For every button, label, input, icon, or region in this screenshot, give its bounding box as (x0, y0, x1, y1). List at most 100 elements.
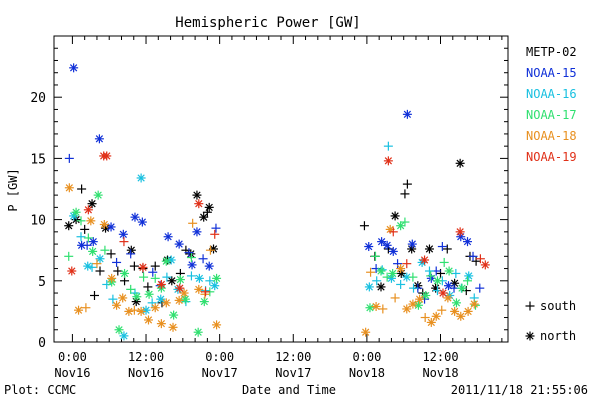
north-point-marker (364, 242, 374, 252)
x-tick-time-label: 0:00 (352, 350, 381, 364)
north-point-marker (426, 317, 436, 327)
north-point-marker (175, 275, 185, 285)
south-point-marker (80, 224, 90, 234)
north-point-marker (137, 217, 147, 227)
north-point-marker (88, 246, 98, 256)
north-point-marker (136, 173, 146, 183)
x-tick-time-label: 12:00 (275, 350, 311, 364)
north-point-marker (407, 239, 417, 249)
x-tick-date-label: Nov18 (349, 366, 385, 380)
north-point-marker (95, 254, 105, 264)
north-point-marker (175, 283, 185, 293)
north-point-marker (204, 261, 214, 271)
north-point-marker (161, 256, 171, 266)
y-tick-label: 0 (38, 336, 46, 351)
north-point-marker (71, 207, 81, 217)
north-point-marker (388, 268, 398, 278)
y-tick-label: 5 (38, 275, 46, 290)
series-points (64, 190, 480, 337)
south-point-marker (426, 271, 436, 281)
north-point-marker (463, 306, 473, 316)
south-point-marker (400, 217, 410, 227)
legend-entry: NOAA-16 (526, 87, 577, 101)
north-point-marker (361, 327, 371, 337)
x-tick-time-label: 0:00 (205, 350, 234, 364)
north-point-marker (180, 294, 190, 304)
north-point-marker (136, 306, 146, 316)
south-point-marker (402, 259, 412, 269)
south-point-marker (396, 279, 406, 289)
south-point-marker (198, 254, 208, 264)
north-point-marker (83, 205, 93, 215)
north-point-marker (138, 262, 148, 272)
south-point-marker (148, 267, 158, 277)
north-point-marker (156, 294, 166, 304)
south-point-marker (64, 153, 74, 163)
south-point-marker (402, 179, 412, 189)
south-point-marker (439, 257, 449, 267)
south-point-marker (388, 227, 398, 237)
north-point-marker (74, 305, 84, 315)
south-point-marker (437, 305, 447, 315)
north-point-marker (167, 276, 177, 286)
north-point-marker (431, 311, 441, 321)
north-point-marker (194, 199, 204, 209)
north-point-marker (382, 240, 392, 250)
south-point-marker (211, 223, 221, 233)
north-point-marker (376, 266, 386, 276)
south-point-marker (382, 272, 392, 282)
north-point-marker (93, 190, 103, 200)
x-tick-date-label: Nov16 (54, 366, 90, 380)
south-point-marker (370, 251, 380, 261)
north-point-marker (101, 223, 111, 233)
chart-title: Hemispheric Power [GW] (175, 15, 360, 31)
north-point-marker (163, 232, 173, 242)
y-tick-label: 10 (30, 214, 46, 229)
north-point-marker (204, 202, 214, 212)
north-point-marker (112, 300, 122, 310)
south-point-marker (82, 240, 92, 250)
south-point-marker (201, 287, 211, 297)
north-point-marker (396, 264, 406, 274)
north-point-marker (194, 273, 204, 283)
north-point-marker (187, 260, 197, 270)
north-point-marker (64, 221, 74, 231)
y-tick-label: 15 (30, 152, 46, 167)
x-tick-date-label: Nov17 (202, 366, 238, 380)
footer-timestamp: 2011/11/18 21:55:06 (451, 383, 588, 397)
south-point-marker (400, 189, 410, 199)
north-point-marker (424, 244, 434, 254)
south-legend-marker (525, 301, 535, 311)
marker-legend-label: north (540, 329, 576, 343)
north-point-marker (421, 290, 431, 300)
north-legend-marker (525, 331, 535, 341)
north-point-marker (130, 212, 140, 222)
north-point-marker (114, 325, 124, 335)
north-point-marker (169, 310, 179, 320)
north-point-marker (107, 273, 117, 283)
data-points (64, 63, 490, 341)
north-point-marker (118, 293, 128, 303)
north-point-marker (469, 299, 479, 309)
south-point-marker (129, 261, 139, 271)
south-point-marker (95, 266, 105, 276)
south-point-marker (205, 276, 215, 286)
north-point-marker (144, 289, 154, 299)
north-point-marker (86, 216, 96, 226)
x-tick-date-label: Nov17 (275, 366, 311, 380)
north-point-marker (444, 266, 454, 276)
north-point-marker (161, 298, 171, 308)
north-point-marker (199, 212, 209, 222)
x-tick-time-label: 0:00 (58, 350, 87, 364)
north-point-marker (383, 156, 393, 166)
north-point-marker (415, 294, 425, 304)
north-point-marker (420, 255, 430, 265)
north-point-marker (168, 322, 178, 332)
south-point-marker (139, 272, 149, 282)
series-points (67, 151, 490, 298)
south-point-marker (378, 304, 388, 314)
south-point-marker (442, 244, 452, 254)
south-point-marker (143, 282, 153, 292)
north-point-marker (120, 268, 130, 278)
